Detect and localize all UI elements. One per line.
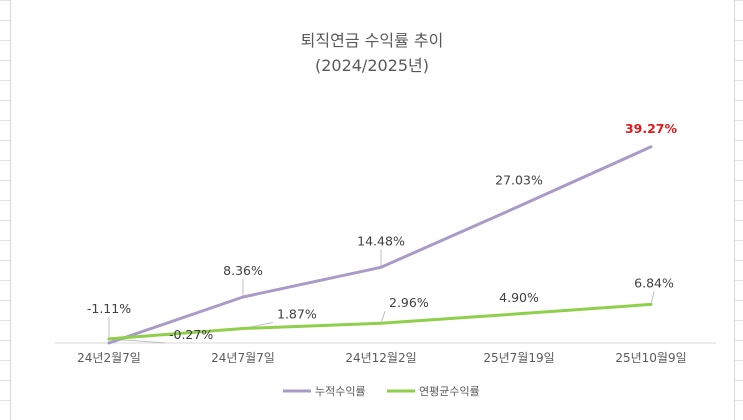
chart-area[interactable]: 퇴직연금 수익률 추이 (2024/2025년) -1.11% 8.36% 14.4… [10, 0, 735, 420]
data-label: 27.03% [495, 172, 543, 187]
data-label: -0.27% [169, 327, 213, 342]
data-label: 4.90% [499, 290, 539, 305]
data-label: 8.36% [223, 263, 263, 278]
data-label: -1.11% [87, 301, 131, 316]
chart-title: 퇴직연금 수익률 추이 [301, 31, 444, 50]
x-tick-label: 25년10월9일 [615, 351, 686, 365]
line-chart: 퇴직연금 수익률 추이 (2024/2025년) -1.11% 8.36% 14.4… [55, 31, 716, 398]
data-label: 2.96% [389, 295, 429, 310]
data-label: 14.48% [357, 233, 405, 248]
data-label: 39.27% [625, 121, 678, 136]
x-tick-label: 24년2월7일 [77, 351, 141, 365]
leader-line [650, 291, 655, 305]
series-line-2[interactable] [107, 302, 653, 341]
data-label: 1.87% [277, 307, 317, 322]
legend-label[interactable]: 누적수익률 [315, 385, 366, 398]
legend-label[interactable]: 연평균수익률 [419, 385, 480, 398]
x-tick-label: 24년12월2일 [345, 351, 416, 365]
x-tick-label: 25년7월19일 [483, 351, 554, 365]
x-tick-label: 24년7월7일 [211, 351, 275, 365]
chart-subtitle: (2024/2025년) [315, 56, 429, 75]
leader-line [380, 311, 386, 324]
data-label: 6.84% [634, 275, 674, 290]
series-line-1[interactable] [107, 145, 653, 345]
